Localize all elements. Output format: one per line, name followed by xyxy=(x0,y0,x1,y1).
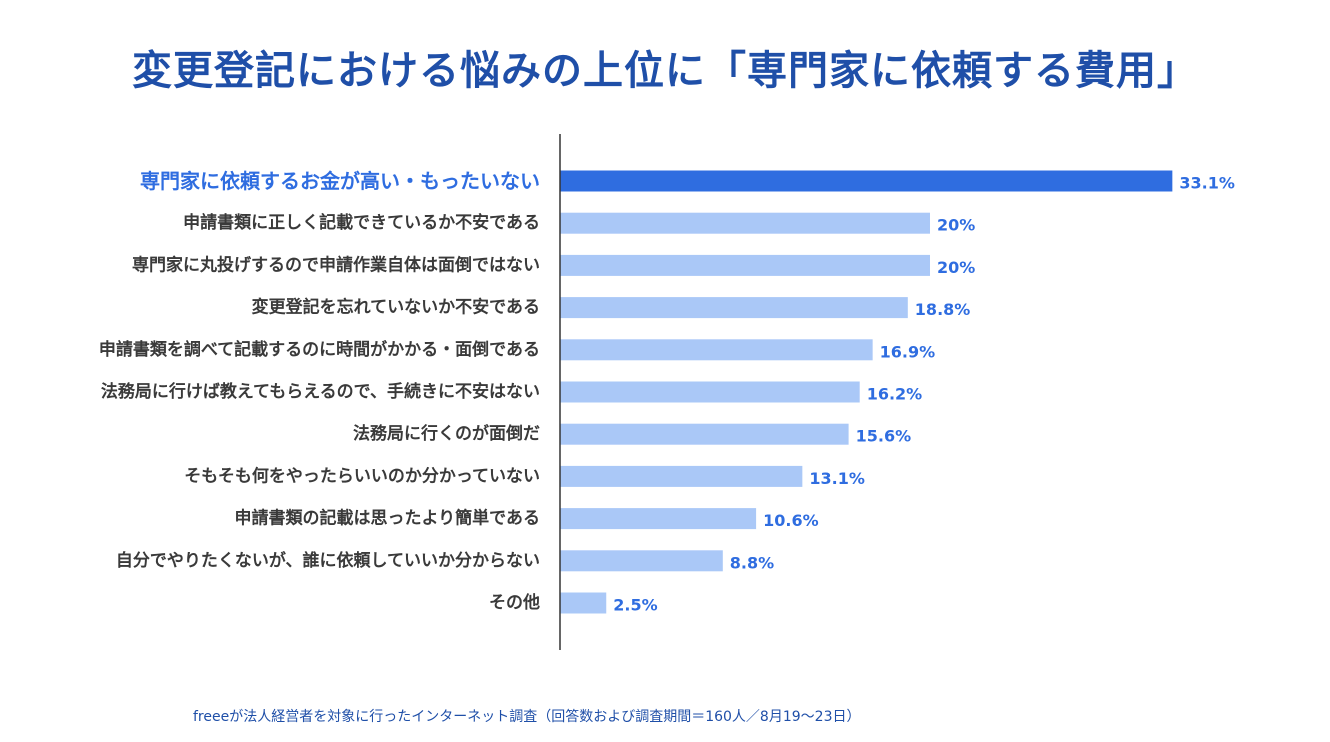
bar-5 xyxy=(560,381,860,403)
category-label-6: 法務局に行くのが面倒だ xyxy=(353,423,540,444)
category-label-10: その他 xyxy=(489,592,540,613)
category-label-3: 変更登記を忘れていないか不安である xyxy=(252,297,540,318)
chart-title: 変更登記における悩みの上位に「専門家に依頼する費用」 xyxy=(132,48,1198,94)
bar-4 xyxy=(560,339,873,361)
bar-9 xyxy=(560,550,723,572)
value-label-4: 16.9% xyxy=(880,342,936,361)
bar-6 xyxy=(560,423,849,445)
value-label-0: 33.1% xyxy=(1179,174,1235,193)
value-label-8: 10.6% xyxy=(763,511,819,530)
bar-8 xyxy=(560,508,757,530)
bar-10 xyxy=(560,592,607,614)
bar-3 xyxy=(560,297,908,319)
category-label-9: 自分でやりたくないが、誰に依頼していいか分からない xyxy=(116,550,540,571)
category-label-5: 法務局に行けば教えてもらえるので、手続きに不安はない xyxy=(101,381,540,402)
category-label-0: 専門家に依頼するお金が高い・もったいない xyxy=(140,169,540,193)
value-label-1: 20% xyxy=(937,216,975,235)
bar-7 xyxy=(560,465,803,487)
bar-0 xyxy=(560,170,1173,192)
value-label-9: 8.8% xyxy=(730,553,774,572)
category-label-1: 申請書類に正しく記載できているか不安である xyxy=(183,212,540,233)
category-label-8: 申請書類の記載は思ったより簡単である xyxy=(235,508,541,529)
category-label-4: 申請書類を調べて記載するのに時間がかかる・面倒である xyxy=(99,339,540,360)
value-label-3: 18.8% xyxy=(915,300,971,319)
value-label-10: 2.5% xyxy=(613,596,657,615)
category-label-2: 専門家に丸投げするので申請作業自体は面倒ではない xyxy=(132,254,540,275)
footnote: freeeが法人経営者を対象に行ったインターネット調査（回答数および調査期間＝1… xyxy=(193,709,861,725)
bar-1 xyxy=(560,212,930,234)
value-label-2: 20% xyxy=(937,258,975,277)
value-label-7: 13.1% xyxy=(809,469,865,488)
category-label-7: そもそも何をやったらいいのか分かっていない xyxy=(184,465,540,486)
value-label-6: 15.6% xyxy=(856,427,912,446)
value-label-5: 16.2% xyxy=(867,385,923,404)
bar-2 xyxy=(560,254,930,276)
